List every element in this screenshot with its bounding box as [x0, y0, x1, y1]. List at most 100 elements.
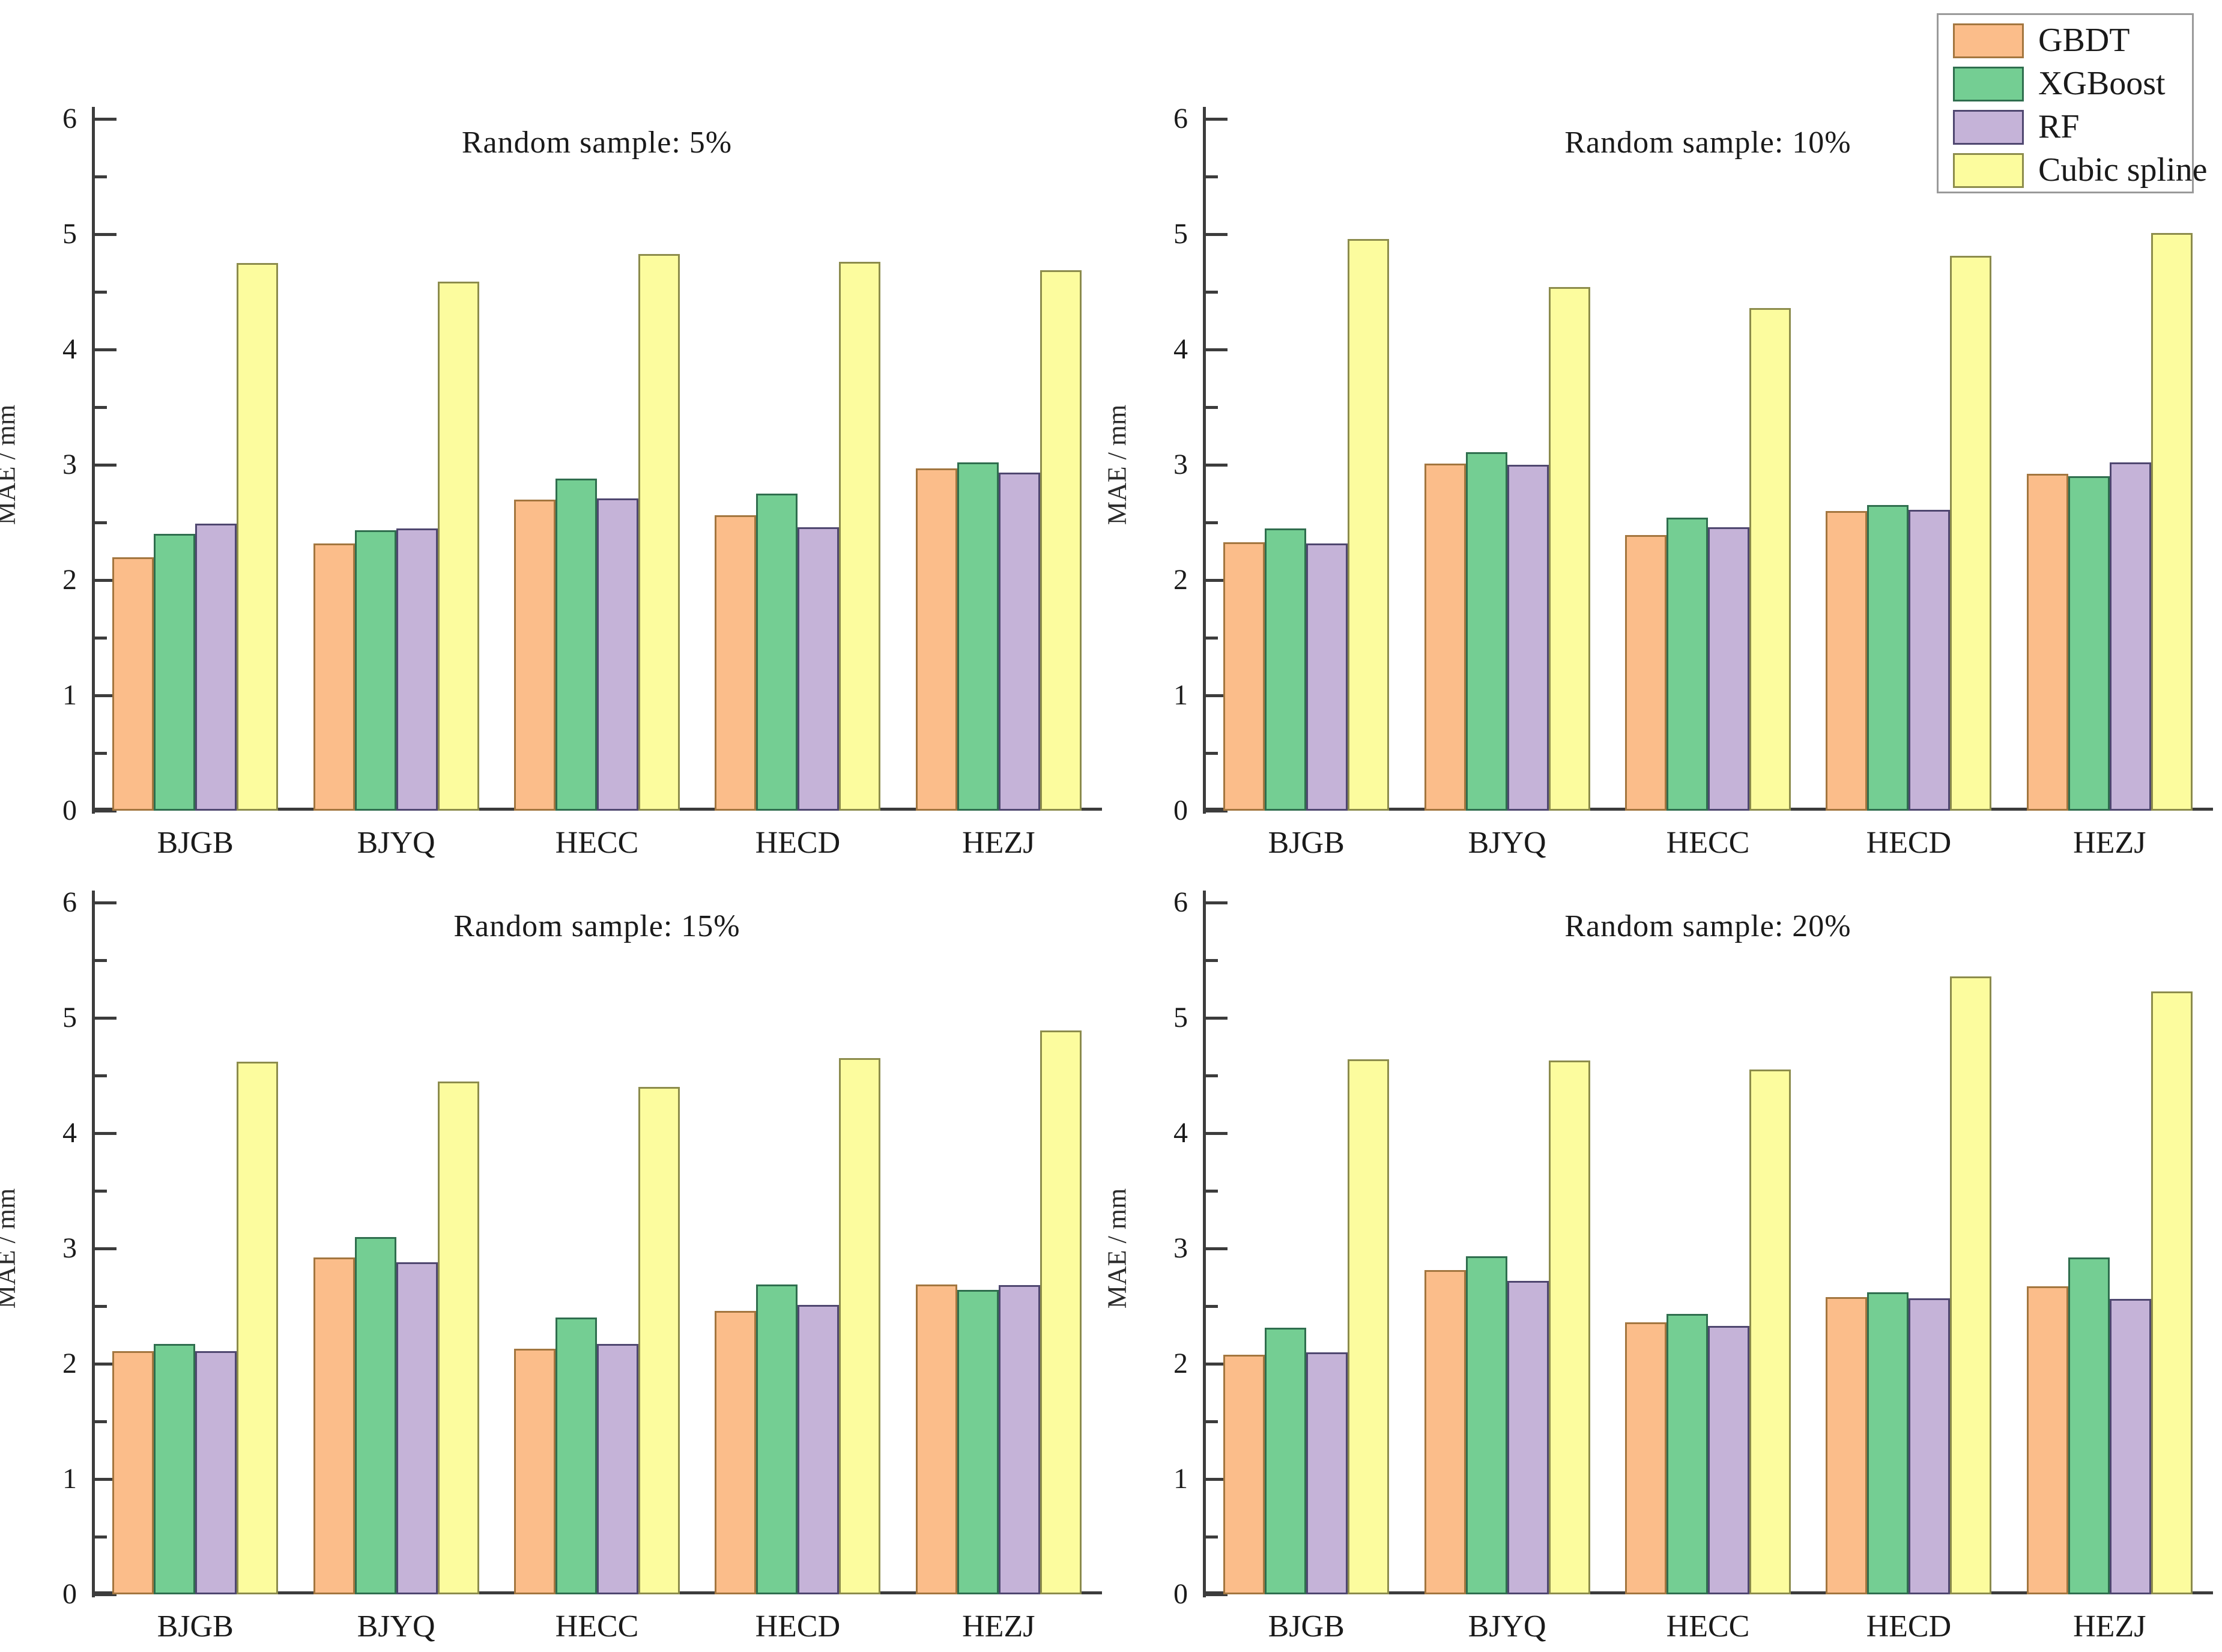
y-major-tick [95, 1016, 117, 1020]
legend-row-xgboost: XGBoost [1939, 63, 2192, 106]
x-category-label: HECD [755, 826, 841, 860]
bar-xgboost-bjyq [1465, 452, 1507, 811]
y-major-tick [1206, 901, 1228, 904]
y-tick-label: 3 [1173, 1232, 1188, 1264]
legend-label: RF [2038, 108, 2080, 145]
y-major-tick [95, 901, 117, 904]
bar-cubic-spline-hecc [638, 1087, 680, 1594]
legend-label: Cubic spline [2038, 151, 2208, 189]
y-major-tick [1206, 1362, 1228, 1366]
bar-gbdt-bjgb [1223, 542, 1265, 811]
y-major-tick [1206, 463, 1228, 467]
y-major-tick [95, 809, 117, 812]
bar-rf-hecc [1708, 1325, 1749, 1594]
bar-cubic-spline-hezj [2151, 991, 2193, 1594]
y-tick-label: 1 [1173, 1463, 1188, 1495]
y-tick-label: 5 [1173, 1002, 1188, 1033]
bar-cubic-spline-hecd [839, 1058, 881, 1594]
y-major-tick [1206, 578, 1228, 582]
y-major-tick [1206, 232, 1228, 236]
y-tick-label: 2 [1173, 564, 1188, 596]
bar-gbdt-hezj [915, 468, 957, 811]
bar-rf-bjyq [396, 528, 438, 811]
y-major-tick [1206, 348, 1228, 351]
bar-cubic-spline-bjgb [237, 1061, 279, 1594]
x-category-label: BJYQ [1468, 826, 1546, 860]
y-tick-label: 0 [1173, 1578, 1188, 1610]
legend-row-gbdt: GBDT [1939, 20, 2192, 63]
y-tick-label: 6 [1173, 886, 1188, 918]
y-minor-tick [1206, 1074, 1218, 1077]
bar-rf-bjgb [195, 1351, 237, 1594]
bar-rf-hezj [2109, 1299, 2151, 1594]
y-tick-label: 1 [62, 1463, 77, 1495]
y-minor-tick [95, 405, 107, 409]
bar-xgboost-bjgb [154, 1344, 196, 1594]
bar-rf-bjgb [195, 523, 237, 811]
bar-gbdt-bjgb [1223, 1354, 1265, 1594]
y-minor-tick [1206, 1420, 1218, 1423]
y-major-tick [1206, 117, 1228, 121]
y-tick-label: 4 [62, 1117, 77, 1149]
bar-xgboost-hezj [2068, 1257, 2110, 1594]
bar-rf-bjgb [1306, 1352, 1348, 1594]
y-axis [92, 891, 95, 1597]
bar-cubic-spline-hecc [1749, 1070, 1791, 1594]
bar-rf-hezj [998, 1285, 1040, 1594]
x-category-label: HEZJ [2073, 1609, 2146, 1644]
bar-rf-hecd [798, 1305, 840, 1594]
bar-gbdt-hezj [2026, 474, 2068, 811]
y-major-tick [95, 578, 117, 582]
x-category-label: HEZJ [962, 1609, 1035, 1644]
x-category-label: BJGB [157, 1609, 234, 1644]
bar-xgboost-hecd [1867, 505, 1909, 811]
subplot-random-sample-5pct: Random sample: 5% MAE / mm 0123456BJGBBJ… [0, 104, 1102, 859]
bar-cubic-spline-bjgb [1348, 238, 1390, 811]
bar-xgboost-hecc [1666, 518, 1708, 811]
bar-cubic-spline-bjyq [1548, 1060, 1590, 1594]
bar-gbdt-bjyq [1424, 464, 1466, 811]
bar-rf-bjyq [396, 1262, 438, 1594]
y-tick-label: 2 [62, 564, 77, 596]
y-tick-label: 2 [62, 1348, 77, 1379]
bar-gbdt-hecd [1826, 510, 1868, 811]
bar-cubic-spline-bjgb [1348, 1059, 1390, 1594]
y-minor-tick [1206, 290, 1218, 294]
bar-cubic-spline-hezj [2151, 233, 2193, 811]
y-tick-label: 0 [62, 794, 77, 826]
y-tick-label: 4 [1173, 333, 1188, 365]
bar-gbdt-bjgb [112, 557, 154, 811]
bar-cubic-spline-hecd [839, 262, 881, 811]
bar-cubic-spline-hecd [1950, 976, 1992, 1594]
x-category-label: HECD [1866, 1609, 1952, 1644]
y-axis [1203, 891, 1206, 1597]
y-tick-label: 6 [62, 103, 77, 135]
legend: GBDT XGBoost RF Cubic spline [1937, 13, 2208, 193]
x-category-label: HECD [755, 1609, 841, 1644]
bar-xgboost-bjyq [354, 1236, 396, 1594]
bar-xgboost-hezj [2068, 476, 2110, 811]
bar-rf-hezj [998, 473, 1040, 811]
y-major-tick [1206, 1016, 1228, 1020]
y-major-tick [95, 1362, 117, 1366]
bar-xgboost-bjgb [154, 534, 196, 811]
y-minor-tick [1206, 405, 1218, 409]
bar-cubic-spline-hezj [1040, 270, 1082, 811]
y-minor-tick [1206, 958, 1218, 962]
x-category-label: BJYQ [1468, 1609, 1546, 1644]
bar-gbdt-hecd [1826, 1296, 1868, 1594]
subplot-random-sample-10pct: Random sample: 10% MAE / mm 0 1 2 3 4 5 6 BJGB B… [1103, 104, 2213, 859]
bar-gbdt-bjyq [313, 1257, 355, 1594]
bar-gbdt-bjyq [313, 543, 355, 811]
bar-cubic-spline-hecc [1749, 307, 1791, 811]
y-minor-tick [1206, 521, 1218, 524]
bar-gbdt-hecc [1625, 1322, 1666, 1594]
bar-xgboost-hecc [556, 479, 597, 811]
chart-title: Random sample: 10% [1564, 126, 1851, 160]
y-minor-tick [1206, 1535, 1218, 1539]
bar-xgboost-hezj [957, 1290, 999, 1594]
bar-gbdt-bjgb [112, 1351, 154, 1594]
y-axis [1203, 107, 1206, 814]
y-minor-tick [95, 175, 107, 178]
